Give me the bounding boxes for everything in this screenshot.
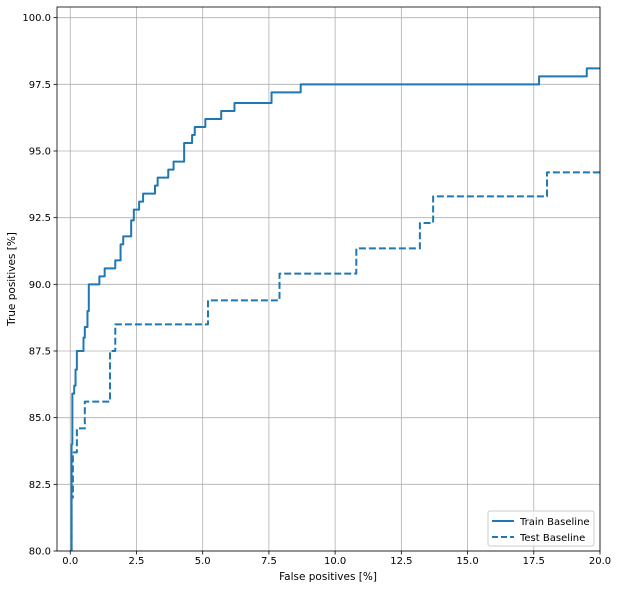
x-tick-label: 20.0	[589, 556, 611, 567]
x-tick-label: 0.0	[62, 556, 78, 567]
y-tick-label: 97.5	[29, 80, 51, 91]
x-tick-label: 12.5	[390, 556, 412, 567]
legend: Train Baseline Test Baseline	[488, 511, 594, 546]
y-tick-label: 95.0	[29, 147, 51, 158]
x-axis-label: False positives [%]	[279, 571, 377, 583]
y-tick-label: 80.0	[29, 547, 51, 558]
legend-label-train: Train Baseline	[519, 517, 590, 528]
plot-background	[57, 7, 600, 551]
y-tick-label: 92.5	[29, 213, 51, 224]
y-tick-label: 85.0	[29, 413, 51, 424]
legend-label-test: Test Baseline	[519, 533, 585, 544]
y-tick-label: 100.0	[22, 13, 51, 24]
x-tick-label: 17.5	[523, 556, 545, 567]
y-axis-label: True positives [%]	[6, 232, 18, 327]
x-tick-label: 15.0	[456, 556, 478, 567]
x-tick-label: 10.0	[324, 556, 346, 567]
y-tick-label: 90.0	[29, 280, 51, 291]
x-tick-label: 2.5	[129, 556, 145, 567]
x-tick-label: 5.0	[195, 556, 211, 567]
y-tick-label: 87.5	[29, 347, 51, 358]
x-tick-label: 7.5	[261, 556, 277, 567]
y-tick-label: 82.5	[29, 480, 51, 491]
